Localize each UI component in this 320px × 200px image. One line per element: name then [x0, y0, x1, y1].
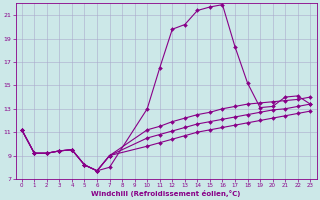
- X-axis label: Windchill (Refroidissement éolien,°C): Windchill (Refroidissement éolien,°C): [91, 190, 241, 197]
